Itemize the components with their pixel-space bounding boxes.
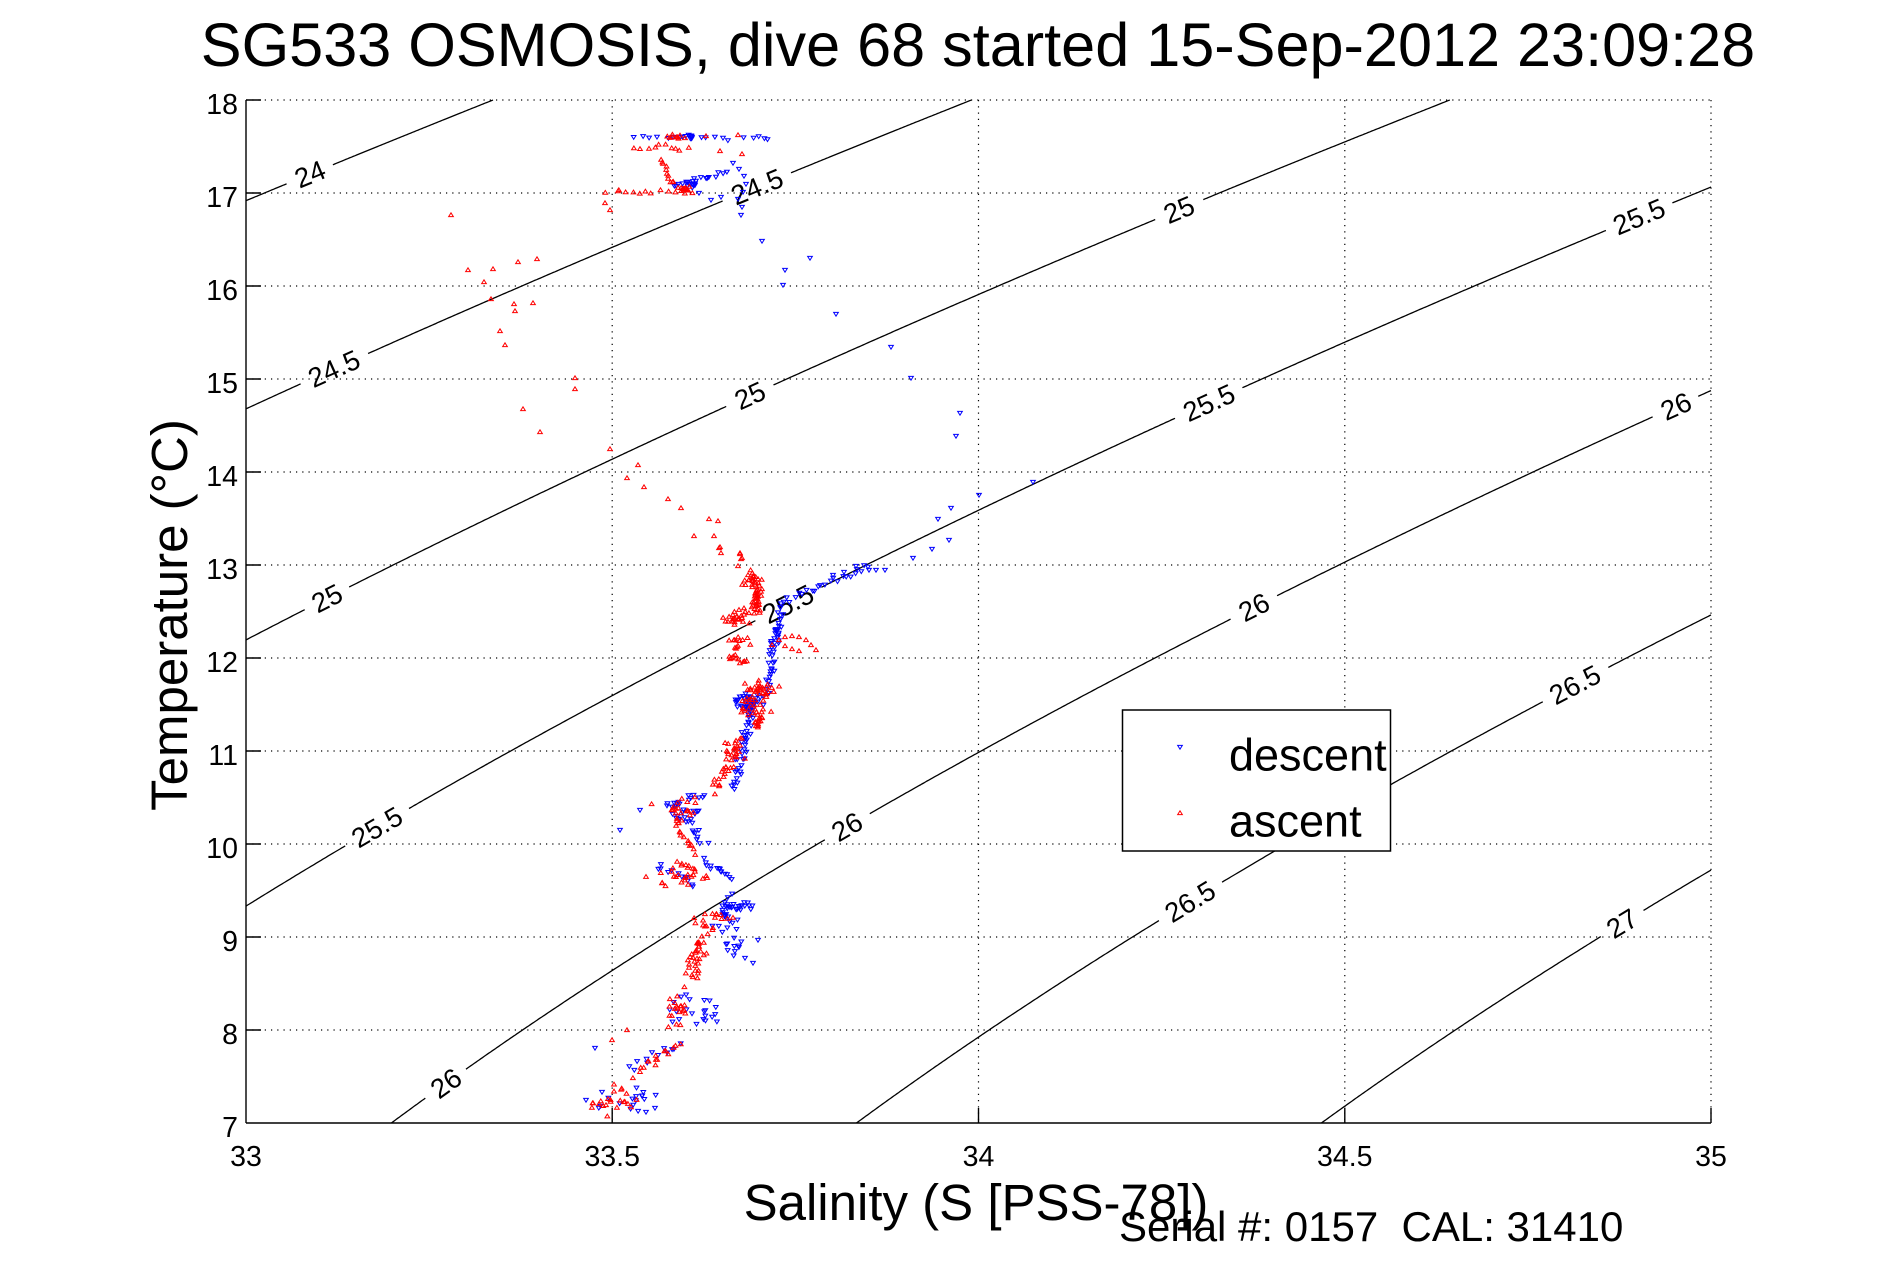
svg-text:SG533 OSMOSIS, dive 68 started: SG533 OSMOSIS, dive 68 started 15-Sep-20…: [201, 11, 1755, 79]
svg-text:Serial #: 0157 CAL: 31410: Serial #: 0157 CAL: 31410: [1119, 1203, 1623, 1250]
svg-text:14: 14: [206, 461, 238, 493]
svg-text:34.5: 34.5: [1317, 1141, 1372, 1173]
svg-text:15: 15: [206, 368, 238, 400]
svg-text:33: 33: [230, 1141, 262, 1173]
svg-text:8: 8: [222, 1019, 238, 1051]
svg-text:16: 16: [206, 275, 238, 307]
svg-text:11: 11: [208, 740, 238, 772]
svg-text:34: 34: [963, 1141, 995, 1173]
svg-text:12: 12: [206, 647, 238, 679]
svg-text:13: 13: [206, 554, 238, 586]
svg-text:35: 35: [1695, 1141, 1727, 1173]
svg-text:17: 17: [206, 182, 238, 214]
svg-text:7: 7: [222, 1112, 238, 1144]
svg-text:33.5: 33.5: [584, 1141, 639, 1173]
svg-text:Salinity (S [PSS-78]): Salinity (S [PSS-78]): [744, 1174, 1209, 1231]
svg-text:Temperature (°C): Temperature (°C): [141, 419, 198, 811]
svg-text:10: 10: [206, 833, 238, 865]
svg-text:9: 9: [222, 926, 238, 958]
svg-text:descent: descent: [1229, 730, 1387, 781]
svg-text:ascent: ascent: [1229, 796, 1362, 847]
svg-text:18: 18: [206, 89, 238, 121]
